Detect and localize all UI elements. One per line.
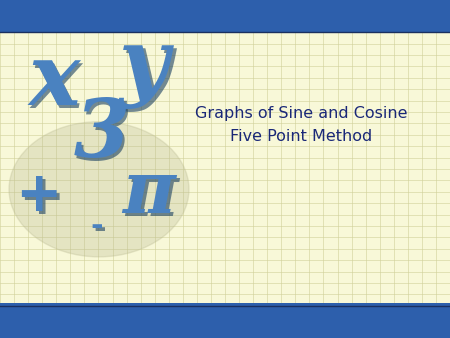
Bar	[0, 32, 450, 306]
Text: 3: 3	[73, 96, 129, 174]
Circle shape	[9, 122, 189, 257]
Text: 3: 3	[76, 99, 132, 177]
Text: y: y	[119, 26, 169, 110]
Text: -: -	[90, 212, 103, 241]
Text: π: π	[125, 160, 178, 231]
Bar	[0, 303, 450, 338]
Text: x: x	[28, 39, 80, 123]
Text: +: +	[15, 169, 62, 223]
Text: -: -	[93, 215, 106, 244]
Text: x: x	[31, 42, 82, 126]
Text: Graphs of Sine and Cosine
Five Point Method: Graphs of Sine and Cosine Five Point Met…	[195, 106, 408, 144]
Text: π: π	[122, 157, 175, 228]
Bar	[0, 0, 450, 32]
Text: y: y	[122, 28, 172, 112]
Text: +: +	[18, 172, 64, 226]
